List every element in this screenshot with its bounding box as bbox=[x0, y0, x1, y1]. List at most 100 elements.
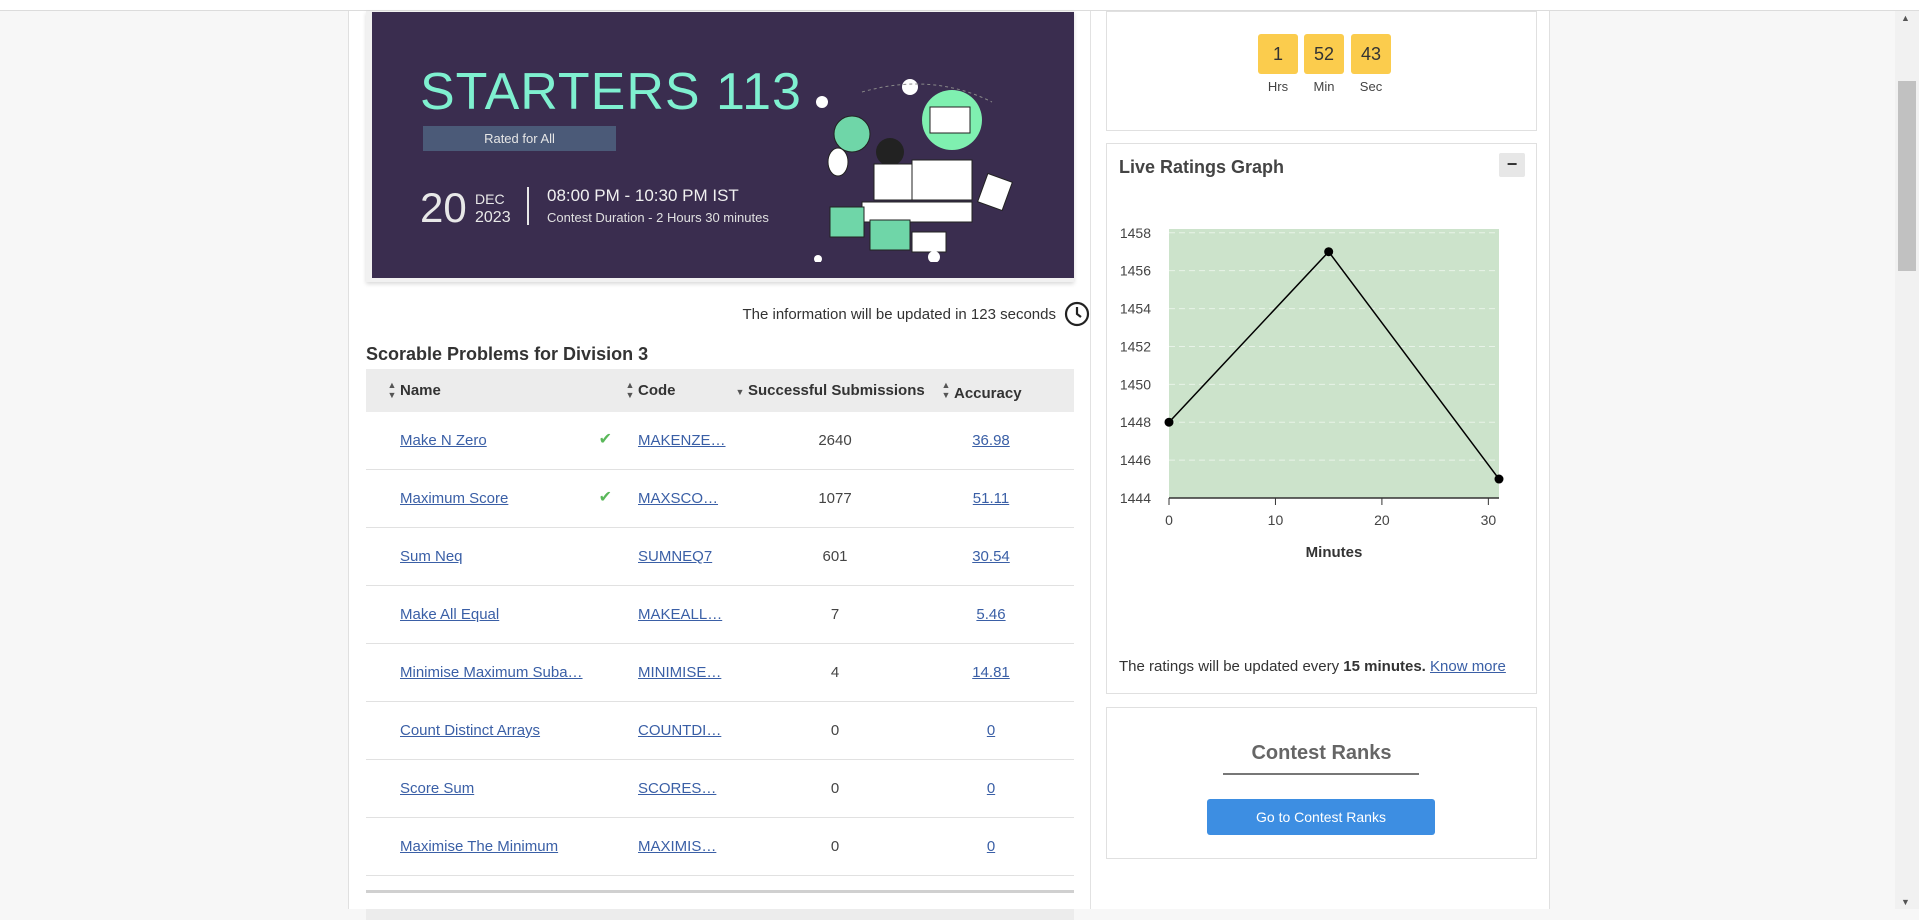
y-tick-label: 1456 bbox=[1120, 263, 1151, 279]
y-tick-label: 1444 bbox=[1120, 490, 1151, 506]
timer-seconds: 43 bbox=[1351, 34, 1391, 74]
table-row: Sum Neq SUMNEQ7 601 30.54 bbox=[366, 527, 1074, 586]
problem-code-link[interactable]: MAKENZE… bbox=[638, 432, 726, 449]
ratings-note-bold: 15 minutes. bbox=[1343, 658, 1426, 675]
problem-name-link[interactable]: Maximise The Minimum bbox=[400, 838, 559, 855]
header-accuracy-label: Accuracy bbox=[954, 384, 1022, 402]
accuracy-link[interactable]: 0 bbox=[986, 838, 996, 855]
y-tick-label: 1450 bbox=[1120, 376, 1151, 392]
x-tick-label: 30 bbox=[1481, 512, 1497, 528]
left-column: STARTERS 113 Rated for All 20 DEC 2023 0… bbox=[366, 11, 1090, 920]
go-to-ranks-button[interactable]: Go to Contest Ranks bbox=[1207, 799, 1435, 835]
problem-name-link[interactable]: Minimise Maximum Suba… bbox=[400, 664, 583, 681]
live-ratings-card: Live Ratings Graph − 1444 1446 1448 1450 145… bbox=[1106, 143, 1537, 694]
rating-point bbox=[1494, 474, 1504, 484]
banner-year: 2023 bbox=[475, 209, 511, 226]
accuracy-link[interactable]: 0 bbox=[986, 780, 996, 797]
y-tick-label: 1448 bbox=[1120, 414, 1151, 430]
contest-ranks-underline bbox=[1223, 773, 1419, 775]
table-bottom-border bbox=[366, 890, 1074, 893]
table-row: Make N Zero ✔ MAKENZE… 2640 36.98 bbox=[366, 412, 1074, 470]
problem-code-link[interactable]: SUMNEQ7 bbox=[638, 548, 713, 565]
table-row: Count Distinct Arrays COUNTDI… 0 0 bbox=[366, 701, 1074, 760]
banner-time: 08:00 PM - 10:30 PM IST bbox=[547, 186, 739, 205]
banner-divider bbox=[527, 187, 529, 225]
submissions-sort-icon: ▼ bbox=[735, 387, 745, 397]
header-code[interactable]: Code bbox=[638, 369, 732, 412]
problem-code-link[interactable]: COUNTDI… bbox=[638, 722, 722, 739]
countdown-timer: 1 52 43 Hrs Min Sec bbox=[1106, 11, 1537, 131]
problem-name-link[interactable]: Score Sum bbox=[400, 780, 475, 797]
column-divider bbox=[1090, 11, 1091, 909]
submissions-count: 601 bbox=[732, 527, 938, 586]
timer-minutes-label: Min bbox=[1313, 79, 1335, 94]
header-submissions-label: Successful Submissions bbox=[748, 382, 925, 399]
y-tick-label: 1446 bbox=[1120, 452, 1151, 468]
problem-code-link[interactable]: SCORES… bbox=[638, 780, 717, 797]
contest-ranks-card: Contest Ranks Go to Contest Ranks bbox=[1106, 707, 1537, 859]
problem-code-link[interactable]: MINIMISE… bbox=[638, 664, 722, 681]
problem-name-link[interactable]: Count Distinct Arrays bbox=[400, 722, 541, 739]
table-header-row: ▲ ▼ Name ▲ ▼ Code ▼ Successful Submissions … bbox=[366, 369, 1074, 412]
rating-point bbox=[1164, 417, 1174, 427]
scrollbar[interactable]: ▲ ▼ bbox=[1895, 11, 1919, 909]
problem-code-link[interactable]: MAKEALL… bbox=[638, 606, 723, 623]
accuracy-link[interactable]: 36.98 bbox=[972, 432, 1010, 449]
solved-check-icon: ✔ bbox=[598, 489, 612, 506]
table-row: Score Sum SCORES… 0 0 bbox=[366, 759, 1074, 818]
accuracy-sort-icon: ▲ ▼ bbox=[941, 379, 951, 400]
problems-table-body: Make N Zero ✔ MAKENZE… 2640 36.98 Maximum Sco… bbox=[366, 412, 1074, 876]
accuracy-link[interactable]: 30.54 bbox=[972, 548, 1010, 565]
clock-icon bbox=[1064, 301, 1090, 327]
collapse-button[interactable]: − bbox=[1499, 153, 1525, 177]
banner-month: DEC bbox=[475, 191, 505, 207]
know-more-link[interactable]: Know more bbox=[1430, 658, 1506, 675]
solved-check-icon: ✔ bbox=[598, 431, 612, 448]
submissions-count: 1077 bbox=[732, 469, 938, 528]
problem-code-link[interactable]: MAXIMIS… bbox=[638, 838, 717, 855]
submissions-count: 0 bbox=[732, 817, 938, 876]
timer-hours-label: Hrs bbox=[1267, 79, 1289, 94]
table-row: Make All Equal MAKEALL… 7 5.46 bbox=[366, 585, 1074, 644]
header-name[interactable]: Name bbox=[400, 369, 622, 412]
rating-point bbox=[1324, 247, 1334, 257]
header-accuracy[interactable]: ▲ ▼ Accuracy bbox=[938, 369, 1074, 412]
banner-duration: Contest Duration - 2 Hours 30 minutes bbox=[547, 210, 769, 225]
browser-top-bar bbox=[0, 0, 1919, 11]
update-notice: The information will be updated in 123 s… bbox=[742, 301, 1090, 327]
problem-name-link[interactable]: Maximum Score bbox=[400, 490, 509, 507]
problem-name-link[interactable]: Make All Equal bbox=[400, 606, 500, 623]
name-sort-icon[interactable]: ▲ ▼ bbox=[366, 369, 400, 412]
contest-banner: STARTERS 113 Rated for All 20 DEC 2023 0… bbox=[366, 11, 1074, 282]
ratings-note: The ratings will be updated every 15 min… bbox=[1119, 658, 1506, 675]
contest-banner-image: STARTERS 113 Rated for All 20 DEC 2023 0… bbox=[372, 12, 1074, 278]
x-tick-label: 20 bbox=[1374, 512, 1390, 528]
accuracy-link[interactable]: 5.46 bbox=[976, 606, 1006, 623]
x-axis-label: Minutes bbox=[1306, 544, 1363, 561]
accuracy-link[interactable]: 51.11 bbox=[972, 490, 1010, 507]
banner-rated-badge: Rated for All bbox=[423, 126, 616, 151]
accuracy-link[interactable]: 0 bbox=[986, 722, 996, 739]
scroll-up-icon[interactable]: ▲ bbox=[1901, 13, 1910, 23]
update-notice-text: The information will be updated in 123 s… bbox=[742, 305, 1056, 323]
problem-name-link[interactable]: Sum Neq bbox=[400, 548, 463, 565]
submissions-count: 0 bbox=[732, 759, 938, 818]
contest-ranks-title: Contest Ranks bbox=[1251, 742, 1392, 764]
table-row: Minimise Maximum Suba… MINIMISE… 4 14.81 bbox=[366, 643, 1074, 702]
chart-plot-area bbox=[1169, 229, 1499, 498]
ratings-note-text: The ratings will be updated every bbox=[1119, 658, 1344, 675]
timer-seconds-label: Sec bbox=[1359, 79, 1383, 94]
submissions-count: 7 bbox=[732, 585, 938, 644]
header-submissions[interactable]: ▼ Successful Submissions bbox=[732, 369, 938, 412]
problem-code-link[interactable]: MAXSCO… bbox=[638, 490, 719, 507]
x-tick-label: 10 bbox=[1268, 512, 1284, 528]
accuracy-link[interactable]: 14.81 bbox=[972, 664, 1010, 681]
code-sort-icon[interactable]: ▲ ▼ bbox=[622, 369, 638, 412]
submissions-count: 0 bbox=[732, 701, 938, 760]
section-title: Scorable Problems for Division 3 bbox=[366, 344, 649, 364]
y-tick-label: 1454 bbox=[1120, 301, 1151, 317]
problem-name-link[interactable]: Make N Zero bbox=[400, 432, 487, 449]
scrollbar-thumb[interactable] bbox=[1898, 81, 1916, 271]
x-tick-label: 0 bbox=[1165, 512, 1173, 528]
scroll-down-icon[interactable]: ▼ bbox=[1901, 897, 1910, 907]
